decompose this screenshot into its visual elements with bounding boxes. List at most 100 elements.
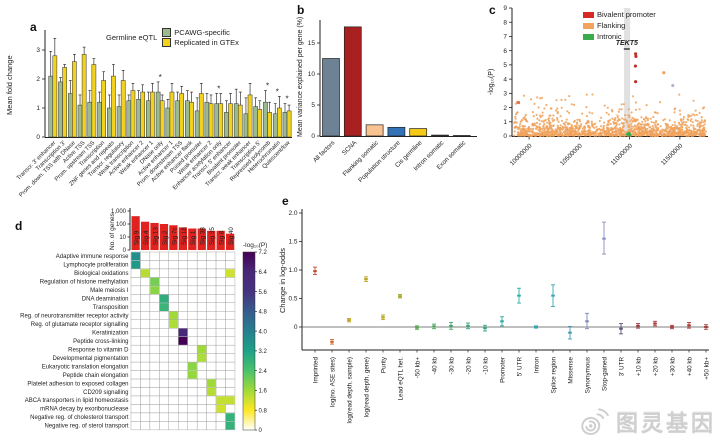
svg-text:3: 3 — [503, 91, 507, 98]
significance-asterisks: * * * * * — [159, 73, 289, 104]
svg-text:-50 kb+: -50 kb+ — [415, 357, 422, 379]
svg-text:Sig 35: Sig 35 — [209, 227, 216, 245]
svg-text:Change in log-odds: Change in log-odds — [278, 248, 287, 313]
svg-text:Male meiosis I: Male meiosis I — [90, 288, 129, 294]
background-points — [513, 93, 707, 138]
legend-label-intronic: Intronic — [597, 32, 622, 41]
svg-text:10500000: 10500000 — [559, 142, 584, 167]
svg-text:Sig 1: Sig 1 — [190, 230, 197, 245]
error-bars — [49, 38, 291, 114]
gene-band — [624, 8, 631, 136]
svg-text:Mean variance explained per ge: Mean variance explained per gene (%) — [297, 17, 304, 137]
svg-text:11000000: 11000000 — [610, 142, 635, 167]
svg-text:Eukaryotic translation elongat: Eukaryotic translation elongation — [42, 364, 129, 370]
svg-text:0.8: 0.8 — [259, 408, 268, 414]
svg-text:Synonymous: Synonymous — [585, 357, 592, 393]
svg-text:5' UTR: 5' UTR — [517, 357, 524, 377]
svg-text:SCNA: SCNA — [341, 139, 359, 157]
legend-swatch-intronic — [583, 33, 594, 40]
svg-text:*: * — [159, 73, 162, 82]
svg-text:6: 6 — [503, 48, 507, 55]
legend-label-pcawg: PCAWG-specific — [174, 28, 230, 37]
row-labels: Adaptive immune response Lymphocyte proli… — [20, 254, 129, 429]
legend-label-flanking: Flanking — [597, 21, 626, 30]
panel-b-chart: 0 5 10 15 Mean variance explained per gene (… — [297, 17, 477, 184]
svg-text:3: 3 — [36, 47, 40, 54]
x-tick-labels: Imprinted log(no. ASE sites) log(read dept… — [313, 350, 711, 424]
svg-text:0.5: 0.5 — [288, 296, 297, 303]
svg-text:4: 4 — [503, 76, 507, 83]
svg-text:0: 0 — [36, 134, 40, 141]
panel-e-label: e — [282, 194, 289, 208]
svg-text:0: 0 — [123, 248, 127, 254]
svg-text:ABCA transporters in lipid hom: ABCA transporters in lipid homeostasis — [25, 398, 129, 404]
svg-text:4.0: 4.0 — [259, 329, 268, 335]
svg-text:Biological oxidations: Biological oxidations — [74, 271, 128, 277]
panel-a-legend-items: PCAWG-specific Replicated in GTEx — [162, 28, 239, 47]
svg-text:-30 kb: -30 kb — [449, 357, 456, 375]
svg-text:10: 10 — [308, 71, 316, 78]
svg-text:Sig 40: Sig 40 — [228, 227, 235, 245]
svg-text:1,000: 1,000 — [111, 209, 127, 215]
svg-text:Sig 2: Sig 2 — [162, 230, 169, 245]
heatmap-cells — [131, 252, 235, 430]
svg-text:Mean fold change: Mean fold change — [5, 55, 14, 115]
svg-text:Peptide chain elongation: Peptide chain elongation — [63, 373, 129, 379]
svg-text:+50 kb+: +50 kb+ — [704, 357, 711, 380]
panel-e-chart: 0 0.5 1.0 1.5 2.0 Change in log-odds Imprinted… — [278, 209, 711, 424]
watermark-text: 图灵基因 — [615, 411, 716, 436]
signature-bars — [131, 216, 235, 250]
highlight-points — [516, 52, 675, 137]
svg-text:Sig 38: Sig 38 — [200, 227, 207, 245]
svg-text:Developmental pigmentation: Developmental pigmentation — [52, 356, 128, 362]
svg-text:1: 1 — [503, 119, 507, 126]
svg-text:5: 5 — [503, 62, 507, 69]
svg-text:Negative reg. of sterol transp: Negative reg. of sterol transport — [44, 424, 128, 430]
svg-text:*: * — [276, 87, 279, 96]
points-with-ci — [313, 221, 708, 345]
svg-text:-20 kb: -20 kb — [466, 357, 473, 375]
svg-text:11500000: 11500000 — [660, 142, 685, 167]
legend-swatch-bivalent-promoter — [583, 11, 594, 18]
legend-item-pcawg: PCAWG-specific — [162, 28, 239, 37]
svg-text:mRNA decay by exoribonuclease: mRNA decay by exoribonuclease — [40, 407, 129, 413]
svg-text:*: * — [286, 95, 289, 104]
svg-text:Purity: Purity — [381, 356, 388, 373]
svg-text:100: 100 — [116, 222, 127, 228]
svg-text:-40 kb: -40 kb — [432, 357, 439, 375]
watermark: 图灵基因 — [579, 406, 716, 438]
svg-text:Peptide cross-linking: Peptide cross-linking — [73, 339, 128, 345]
svg-text:+20 kb: +20 kb — [653, 357, 660, 377]
svg-text:1.5: 1.5 — [288, 239, 297, 246]
svg-text:5.6: 5.6 — [259, 290, 268, 296]
svg-text:4.8: 4.8 — [259, 310, 268, 316]
panel-b-plot: 0 5 10 15 Mean variance explained per gene (… — [297, 17, 477, 184]
svg-text:8: 8 — [503, 19, 507, 26]
svg-text:No. of genes: No. of genes — [109, 212, 116, 250]
svg-text:Lymphocyte proliferation: Lymphocyte proliferation — [63, 263, 128, 269]
legend-swatch-pcawg — [162, 28, 172, 37]
weibo-eye-icon — [581, 408, 609, 435]
svg-text:0: 0 — [311, 133, 315, 140]
legend-item-flanking: Flanking — [583, 21, 656, 30]
svg-text:Reg. of neurotransmitter recep: Reg. of neurotransmitter receptor activi… — [20, 314, 128, 320]
svg-text:Sig 8: Sig 8 — [219, 230, 226, 245]
svg-text:2.4: 2.4 — [259, 369, 268, 375]
panel-c-label: c — [489, 3, 496, 17]
svg-text:TEKT5: TEKT5 — [616, 40, 638, 47]
legend-swatch-gtex — [162, 38, 172, 47]
svg-text:+10 kb: +10 kb — [636, 357, 643, 377]
svg-text:1.6: 1.6 — [259, 389, 268, 395]
svg-text:CD209 signalling: CD209 signalling — [83, 390, 128, 396]
svg-text:Sig 7c: Sig 7c — [171, 227, 178, 245]
svg-text:3' UTR: 3' UTR — [619, 357, 626, 377]
panel-a-plot: 0 1 2 3 Mean fold change Transcr. 3' enhancer… — [5, 30, 292, 199]
svg-text:Negative reg. of cholesterol t: Negative reg. of cholesterol transport — [30, 415, 129, 421]
svg-text:Regulation of histone methylat: Regulation of histone methylation — [40, 280, 129, 286]
svg-text:Stop-gained: Stop-gained — [602, 357, 609, 391]
svg-text:Adaptive immune response: Adaptive immune response — [56, 254, 129, 260]
svg-text:9: 9 — [503, 5, 507, 12]
svg-text:0: 0 — [259, 428, 263, 434]
svg-text:log(read depth, sample): log(read depth, sample) — [347, 357, 354, 424]
